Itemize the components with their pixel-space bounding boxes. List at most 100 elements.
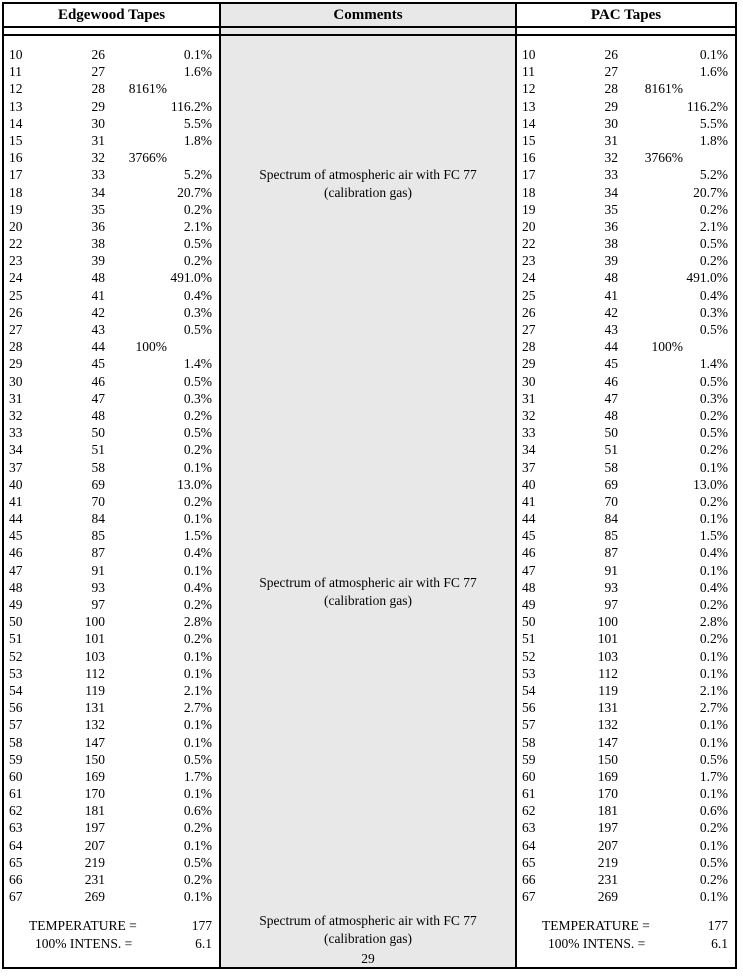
percent-cell: 2.7% [183, 700, 212, 716]
channel-cell: 58 [522, 734, 536, 750]
table-row: 60 169 1.7% [4, 768, 219, 785]
mass-cell: 39 [91, 253, 106, 269]
channel-cell: 22 [522, 236, 536, 252]
table-row: 66 231 0.2% [517, 871, 735, 888]
mass-cell: 84 [91, 511, 106, 527]
percent-cell: 100% [651, 339, 684, 355]
percent-cell: 2.1% [699, 682, 728, 698]
table-row: 27 43 0.5% [517, 321, 735, 338]
pac-footer: TEMPERATURE = 177 100% INTENS. = 6.1 [517, 917, 735, 951]
mass-cell: 48 [91, 270, 106, 286]
percent-cell: 1.6% [699, 64, 728, 80]
mass-cell: 27 [91, 64, 106, 80]
mass-cell: 28 [91, 81, 106, 97]
table-row: 34 51 0.2% [517, 441, 735, 458]
table-row: 30 46 0.5% [517, 373, 735, 390]
table-row: 33 50 0.5% [517, 424, 735, 441]
channel-cell: 65 [9, 854, 23, 870]
percent-cell: 0.5% [183, 373, 212, 389]
percent-cell: 0.1% [699, 837, 728, 853]
percent-cell: 0.1% [183, 889, 212, 905]
channel-cell: 56 [522, 700, 536, 716]
channel-cell: 32 [522, 407, 536, 423]
table-row: 47 91 0.1% [4, 562, 219, 579]
mass-cell: 231 [84, 872, 105, 887]
mass-cell: 45 [91, 356, 106, 372]
mass-cell: 41 [91, 287, 106, 303]
table-row: 64 207 0.1% [517, 837, 735, 854]
comment-line-1: Spectrum of atmospheric air with FC 77 [259, 575, 477, 590]
mass-cell: 132 [84, 717, 105, 733]
percent-cell: 2.8% [699, 614, 728, 630]
intensity-label: 100% INTENS. = [548, 935, 646, 951]
table-row: 13 29 116.2% [4, 98, 219, 115]
channel-cell: 56 [9, 700, 23, 716]
table-row: 20 36 2.1% [517, 218, 735, 235]
mass-cell: 70 [91, 493, 106, 509]
channel-cell: 52 [522, 648, 536, 664]
comments-body: Spectrum of atmospheric air with FC 77 (… [221, 34, 515, 967]
mass-cell: 30 [604, 115, 619, 131]
percent-cell: 0.4% [183, 545, 212, 561]
table-row: 31 47 0.3% [517, 390, 735, 407]
percent-cell: 3766% [128, 150, 167, 166]
mass-cell: 170 [84, 786, 105, 802]
mass-cell: 44 [91, 339, 106, 355]
channel-cell: 47 [522, 562, 536, 578]
table-row: 26 42 0.3% [517, 304, 735, 321]
mass-cell: 69 [604, 476, 619, 492]
table-row: 23 39 0.2% [4, 252, 219, 269]
channel-cell: 28 [9, 339, 23, 355]
channel-cell: 34 [522, 442, 536, 458]
table-row: 56 131 2.7% [517, 699, 735, 716]
channel-cell: 25 [522, 287, 536, 303]
percent-cell: 5.5% [183, 115, 212, 131]
mass-cell: 48 [604, 407, 619, 423]
channel-cell: 16 [522, 150, 536, 166]
percent-cell: 0.1% [699, 511, 728, 527]
table-row: 14 30 5.5% [517, 115, 735, 132]
channel-cell: 53 [522, 665, 536, 681]
percent-cell: 5.2% [699, 167, 728, 183]
table-row: 22 38 0.5% [4, 235, 219, 252]
percent-cell: 0.1% [699, 562, 728, 578]
channel-cell: 45 [9, 528, 23, 544]
table-row: 31 47 0.3% [4, 390, 219, 407]
channel-cell: 13 [9, 98, 23, 114]
mass-cell: 93 [91, 579, 106, 595]
table-row: 63 197 0.2% [517, 819, 735, 836]
percent-cell: 0.2% [699, 442, 728, 458]
channel-cell: 10 [522, 47, 536, 62]
percent-cell: 2.1% [183, 218, 212, 234]
channel-cell: 58 [9, 734, 23, 750]
percent-cell: 20.7% [693, 184, 728, 200]
table-row: 30 46 0.5% [4, 373, 219, 390]
mass-cell: 27 [604, 64, 619, 80]
table-row: 62 181 0.6% [4, 802, 219, 819]
channel-cell: 23 [522, 253, 536, 269]
comment-line-2: (calibration gas) [323, 185, 413, 200]
mass-cell: 33 [91, 167, 106, 183]
percent-cell: 0.3% [183, 304, 212, 320]
table-row: 15 31 1.8% [517, 132, 735, 149]
percent-cell: 0.2% [183, 253, 212, 269]
table-row: 51 101 0.2% [517, 630, 735, 647]
channel-cell: 57 [9, 717, 23, 733]
channel-cell: 31 [522, 390, 536, 406]
channel-cell: 45 [522, 528, 536, 544]
mass-cell: 87 [91, 545, 106, 561]
channel-cell: 19 [522, 201, 536, 217]
percent-cell: 0.2% [183, 820, 212, 836]
mass-cell: 112 [598, 665, 618, 681]
table-row: 40 69 13.0% [517, 476, 735, 493]
table-row: 44 84 0.1% [517, 510, 735, 527]
mass-cell: 181 [597, 803, 618, 819]
table-row: 17 33 5.2% [517, 166, 735, 183]
temperature-value: 177 [707, 918, 728, 934]
channel-cell: 48 [9, 579, 23, 595]
percent-cell: 0.2% [699, 872, 728, 887]
channel-cell: 29 [9, 356, 23, 372]
table-row: 66 231 0.2% [4, 871, 219, 888]
channel-cell: 44 [9, 511, 23, 527]
table-row: 56 131 2.7% [4, 699, 219, 716]
